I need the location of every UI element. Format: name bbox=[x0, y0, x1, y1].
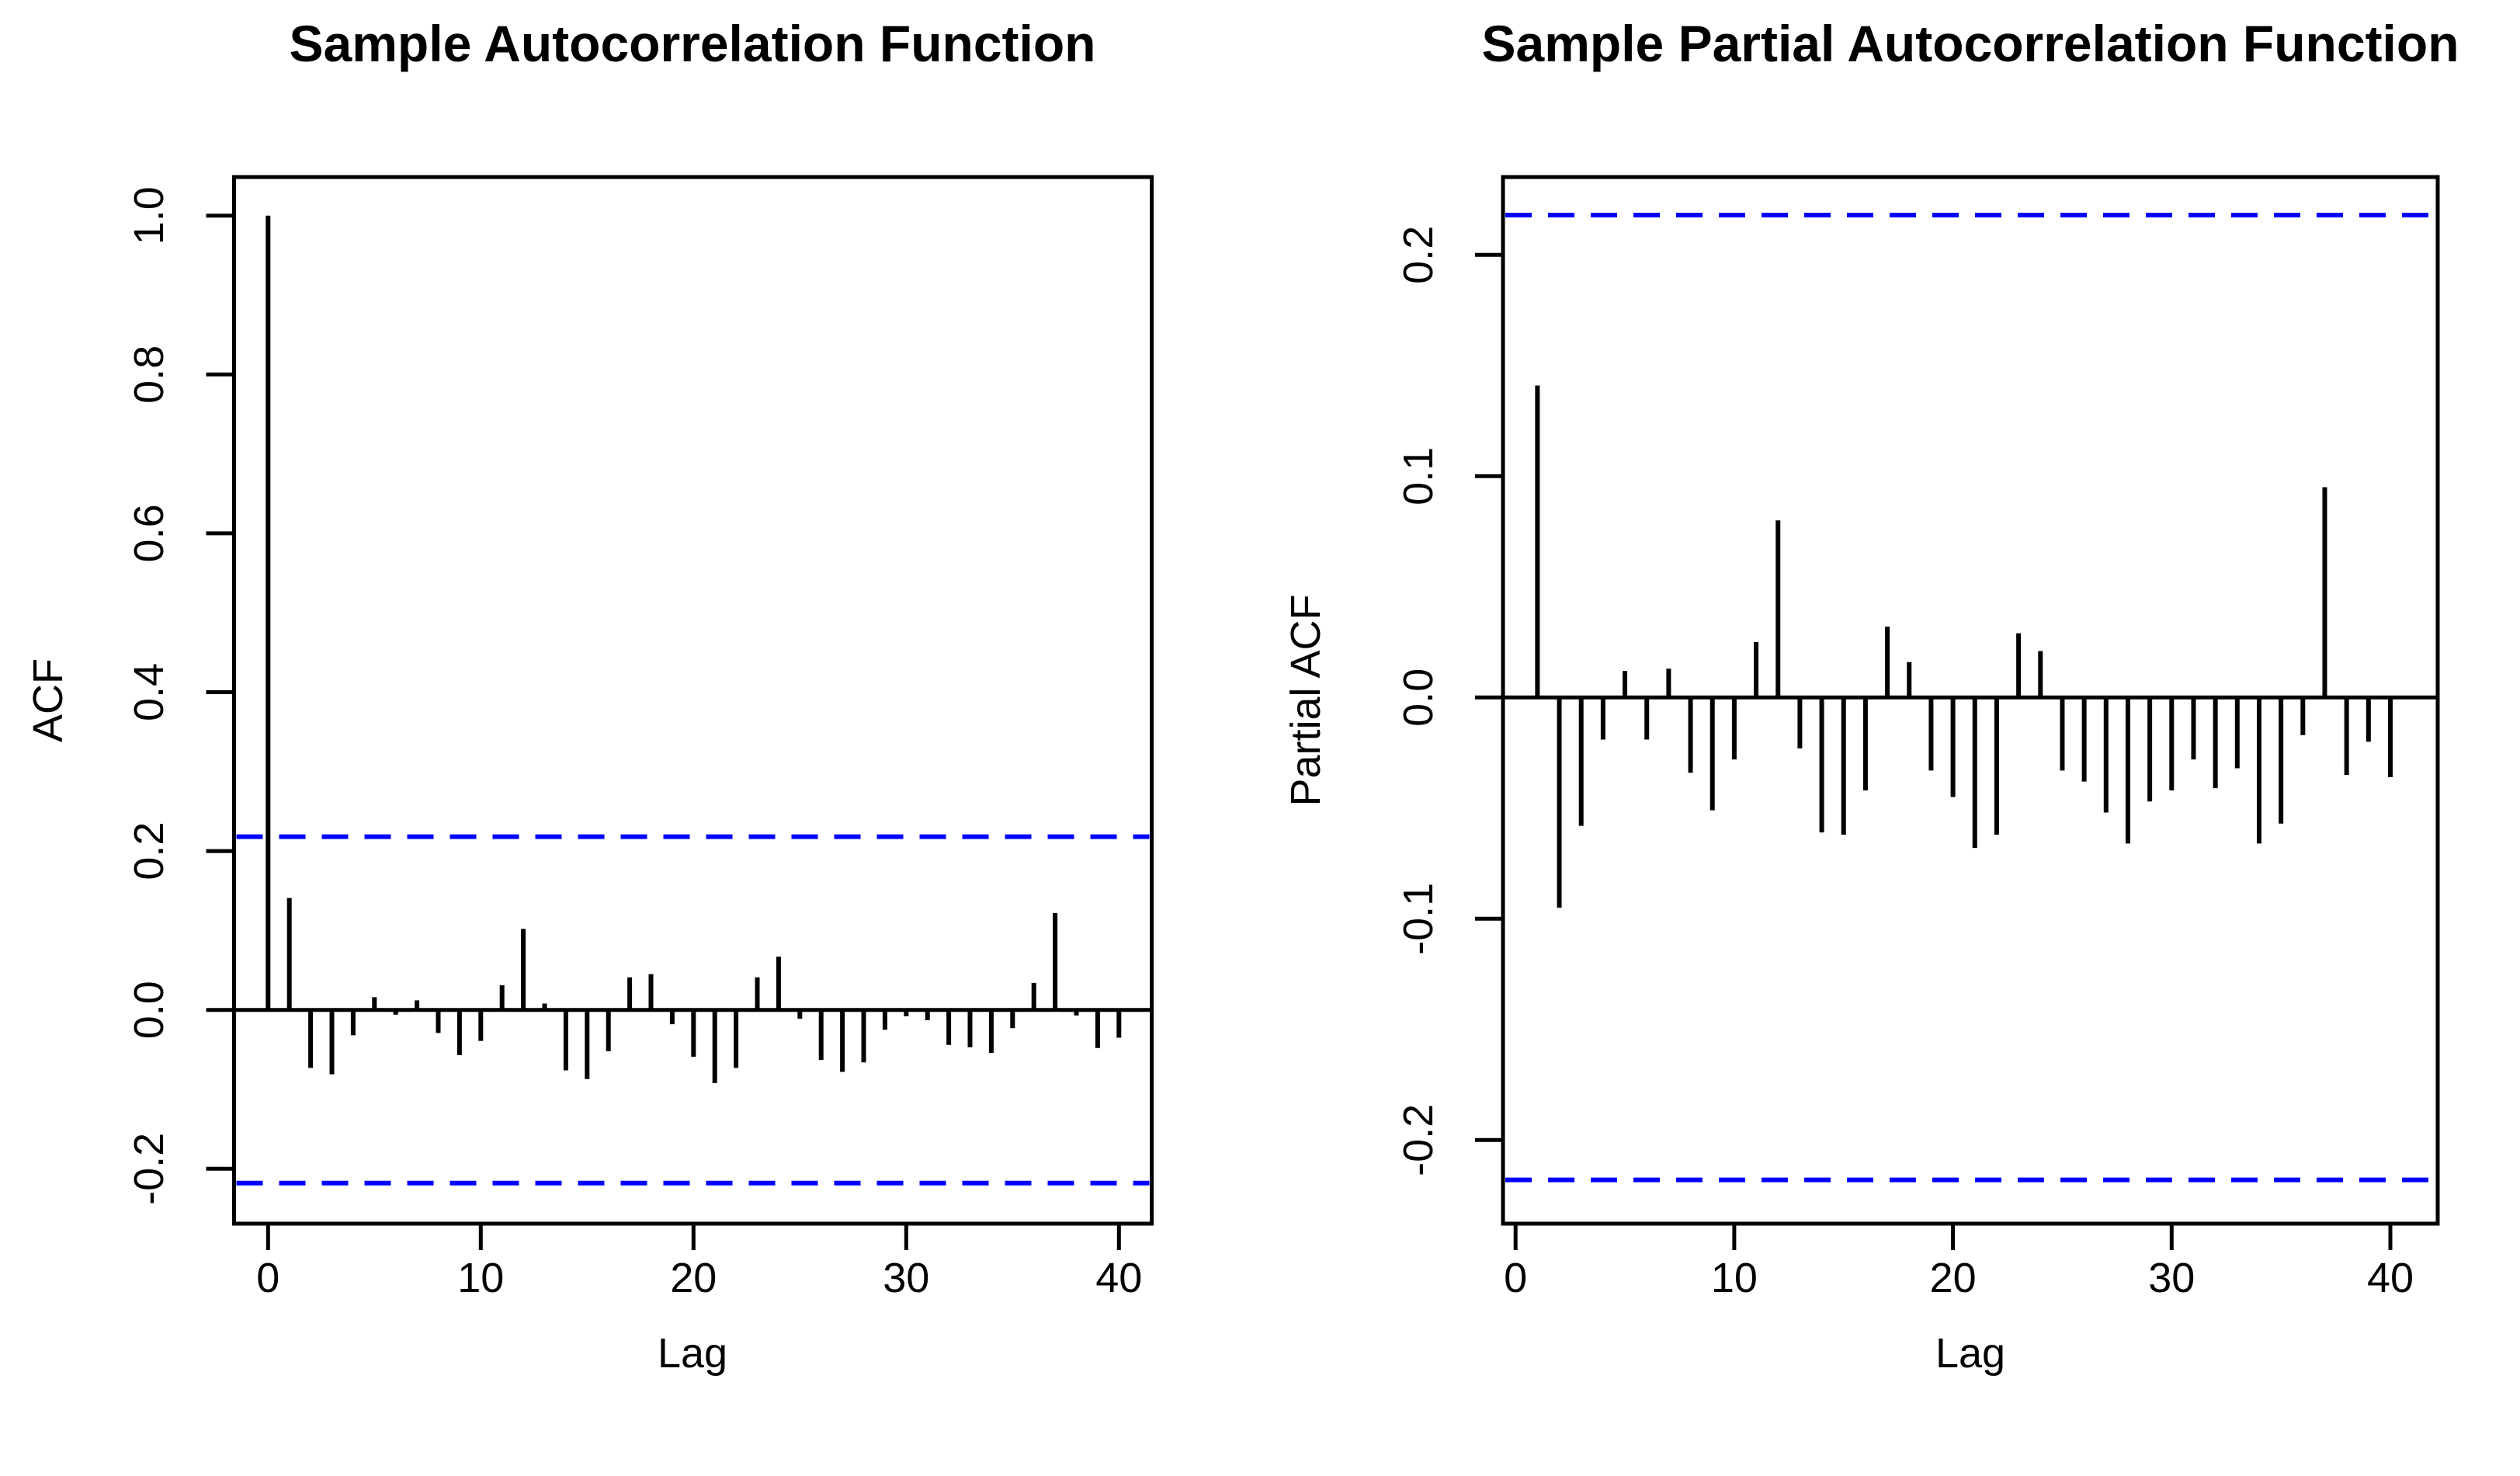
pacf-x-tick-label: 0 bbox=[1504, 1255, 1527, 1301]
acf-x-tick-label: 10 bbox=[457, 1255, 504, 1301]
acf-x-tick-label: 0 bbox=[256, 1255, 279, 1301]
pacf-y-tick-label: 0.1 bbox=[1395, 447, 1442, 505]
pacf-plot-box bbox=[1501, 175, 2440, 1226]
pacf-y-tick-label: -0.2 bbox=[1395, 1104, 1442, 1176]
acf-title: Sample Autocorrelation Function bbox=[289, 15, 1096, 72]
pacf-y-tick-label: -0.1 bbox=[1395, 883, 1442, 955]
acf-y-tick-label: 0.6 bbox=[126, 504, 172, 562]
pacf-panel: 0.2 0.1 0.0 -0.1 -0.2 0 10 20 30 40 bbox=[1395, 175, 2440, 1301]
acf-y-tick-label: 0.0 bbox=[126, 981, 172, 1039]
pacf-x-tick-label: 10 bbox=[1711, 1255, 1758, 1301]
pacf-x-tick-label: 40 bbox=[2367, 1255, 2414, 1301]
acf-panel: 1.0 0.8 0.6 0.4 0.2 0.0 -0.2 0 10 20 30 40 bbox=[126, 175, 1154, 1301]
acf-y-tick-label: -0.2 bbox=[126, 1133, 172, 1205]
acf-x-axis-label: Lag bbox=[657, 1330, 728, 1377]
acf-y-tick-label: 1.0 bbox=[126, 186, 172, 245]
acf-y-axis-label: ACF bbox=[25, 658, 71, 742]
pacf-x-axis-label: Lag bbox=[1935, 1330, 2006, 1377]
pacf-title: Sample Partial Autocorrelation Function bbox=[1481, 15, 2459, 72]
acf-x-tick-label: 30 bbox=[883, 1255, 929, 1301]
acf-x-tick-label: 20 bbox=[670, 1255, 717, 1301]
pacf-x-tick-label: 30 bbox=[2148, 1255, 2195, 1301]
pacf-x-tick-label: 20 bbox=[1930, 1255, 1977, 1301]
acf-y-tick-label: 0.4 bbox=[126, 663, 172, 721]
pacf-y-axis-label: Partial ACF bbox=[1283, 594, 1329, 807]
pacf-y-tick-label: 0.2 bbox=[1395, 226, 1442, 284]
pacf-y-tick-label: 0.0 bbox=[1395, 669, 1442, 727]
acf-y-tick-label: 0.2 bbox=[126, 822, 172, 880]
acf-x-tick-label: 40 bbox=[1095, 1255, 1142, 1301]
acf-plot-box bbox=[232, 175, 1154, 1226]
acf-y-tick-label: 0.8 bbox=[126, 346, 172, 404]
